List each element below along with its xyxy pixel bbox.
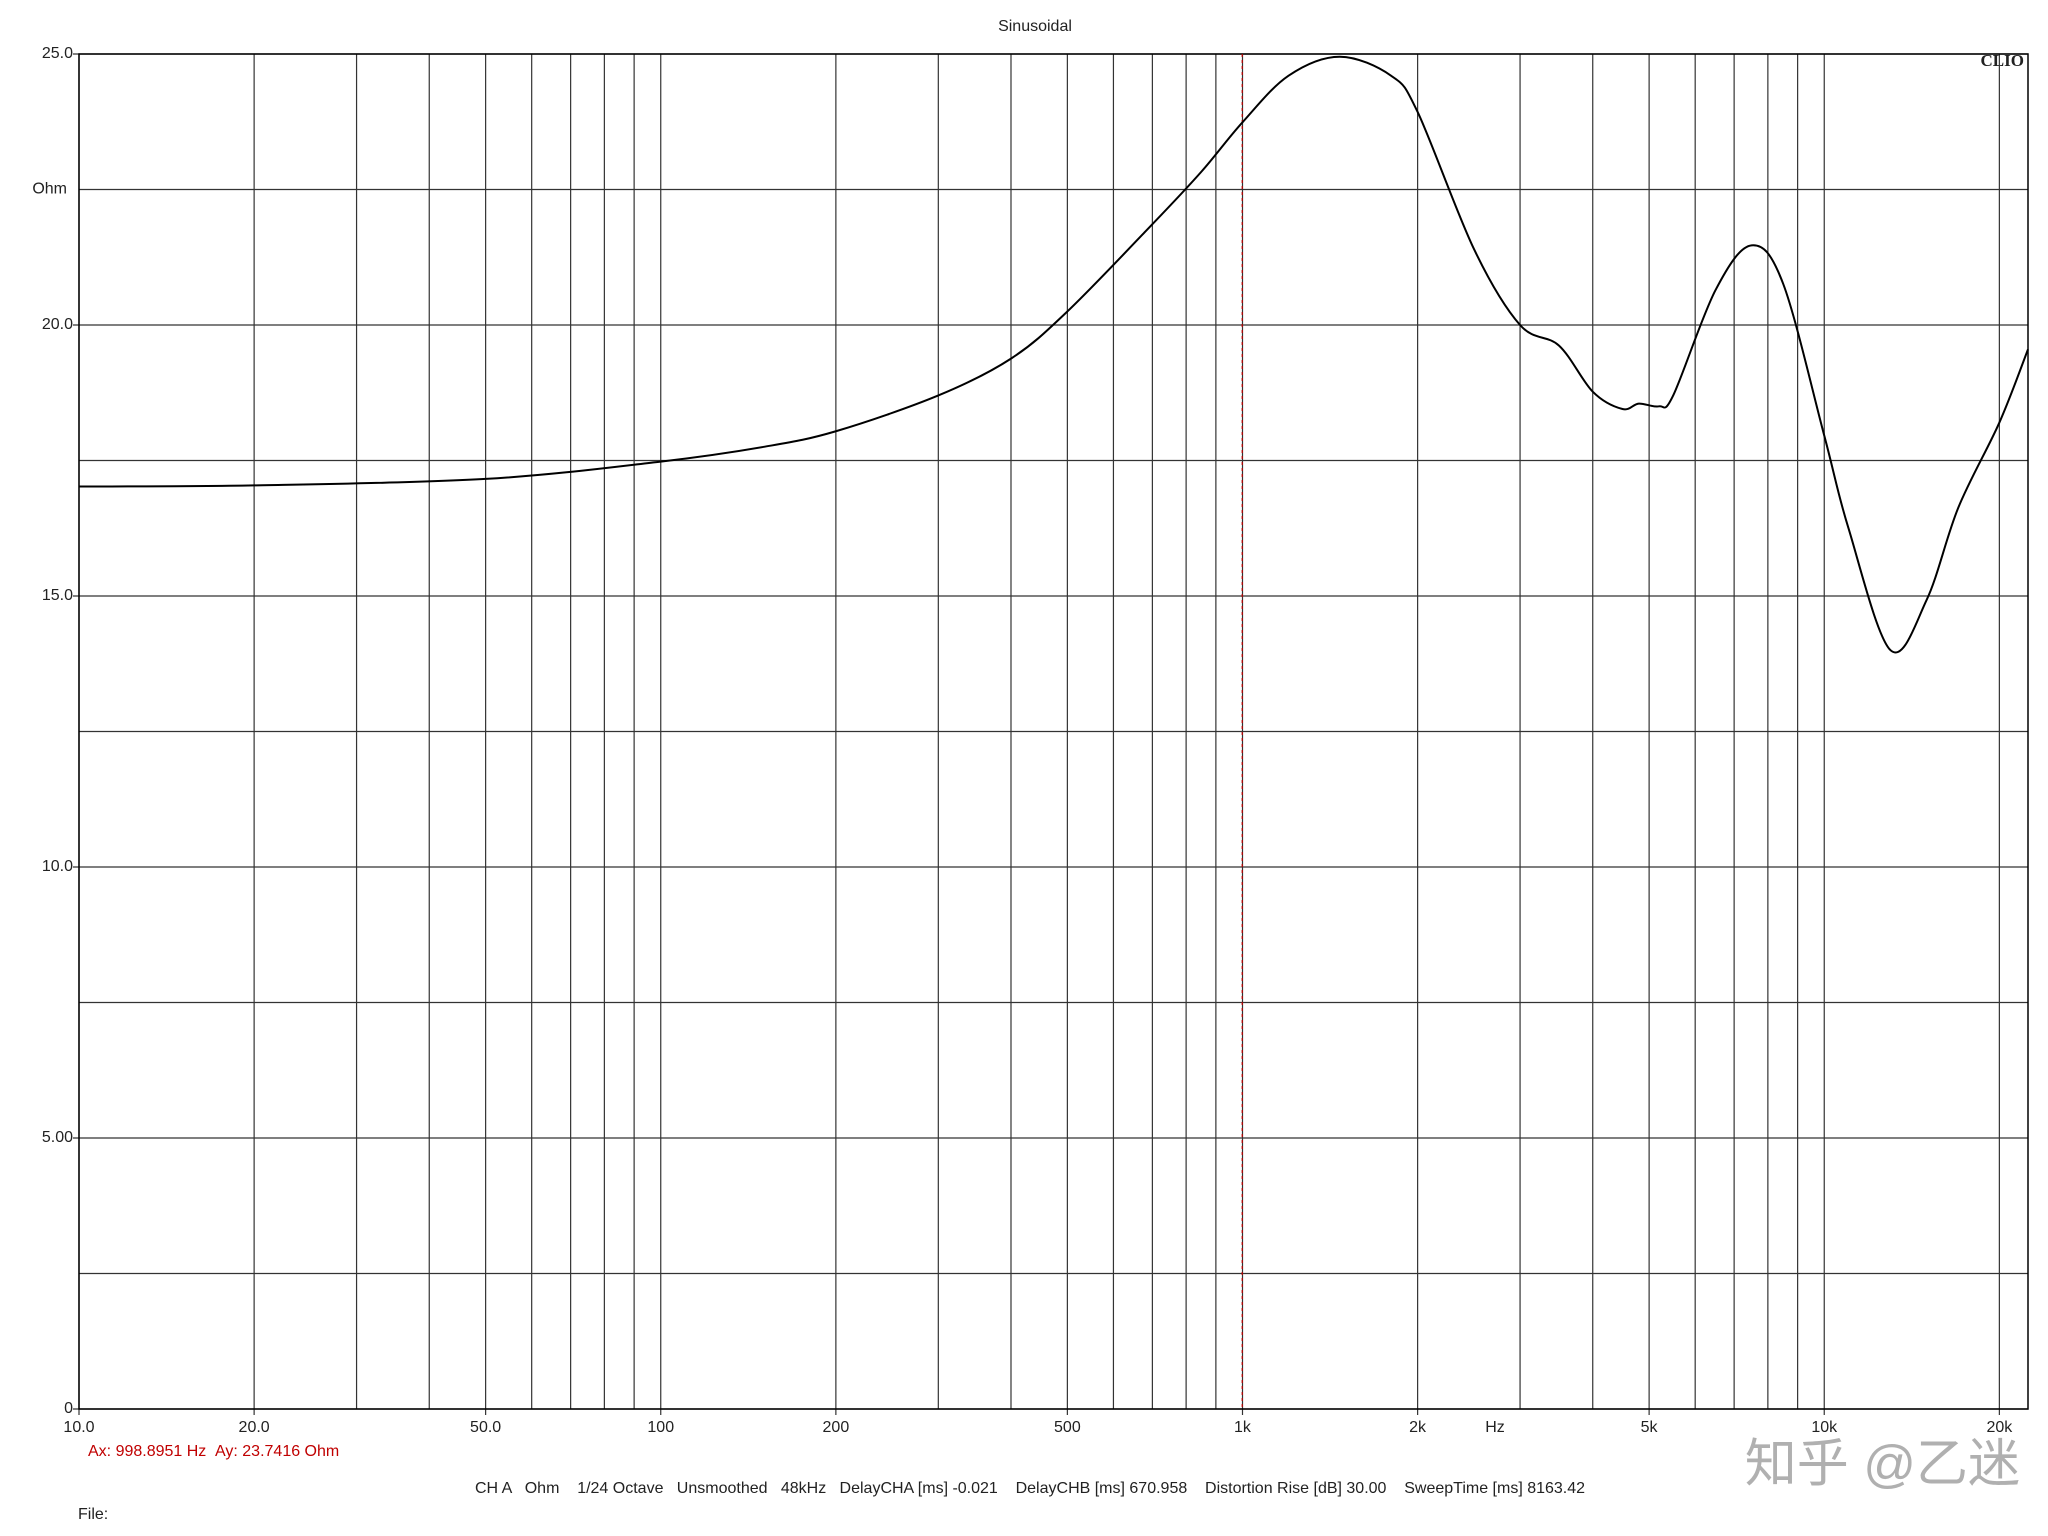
x-tick-label: 20.0 — [239, 1419, 270, 1436]
impedance-curve — [78, 55, 2029, 654]
y-axis-label: Ohm — [32, 181, 67, 198]
y-tick-label: 20.0 — [42, 316, 73, 333]
watermark: 知乎 @乙迷 — [1745, 1436, 2020, 1494]
y-tick-label: 5.00 — [42, 1129, 73, 1146]
cursor-x-text: Ax: 998.8951 Hz — [88, 1443, 206, 1460]
y-tick-label: 15.0 — [42, 587, 73, 604]
x-tick-label: 100 — [647, 1419, 674, 1436]
x-tick-label: 200 — [823, 1419, 850, 1436]
chart-title: Sinusoidal — [998, 18, 1072, 35]
plot-frame — [78, 53, 2029, 1410]
x-tick-label: 5k — [1641, 1419, 1659, 1436]
footer: CH A Ohm 1/24 Octave Unsmoothed 48kHz De… — [475, 1480, 1585, 1497]
x-tick-label: 500 — [1054, 1419, 1081, 1436]
x-tick-label: 10.0 — [63, 1419, 94, 1436]
x-axis-label: Hz — [1485, 1419, 1505, 1436]
brand: CLIO — [1981, 51, 2024, 70]
y-tick-label: 25.0 — [42, 45, 73, 62]
y-tick-label: 0 — [64, 1400, 73, 1417]
y-tick-label: 10.0 — [42, 858, 73, 875]
x-tick-label: 1k — [1234, 1419, 1252, 1436]
x-tick-label: 2k — [1409, 1419, 1427, 1436]
x-tick-label: 20k — [1986, 1419, 2013, 1436]
file-label: File: — [78, 1506, 108, 1523]
x-tick-label: 50.0 — [470, 1419, 501, 1436]
cursor-y-text: Ay: 23.7416 Ohm — [215, 1443, 339, 1460]
x-tick-label: 10k — [1811, 1419, 1838, 1436]
